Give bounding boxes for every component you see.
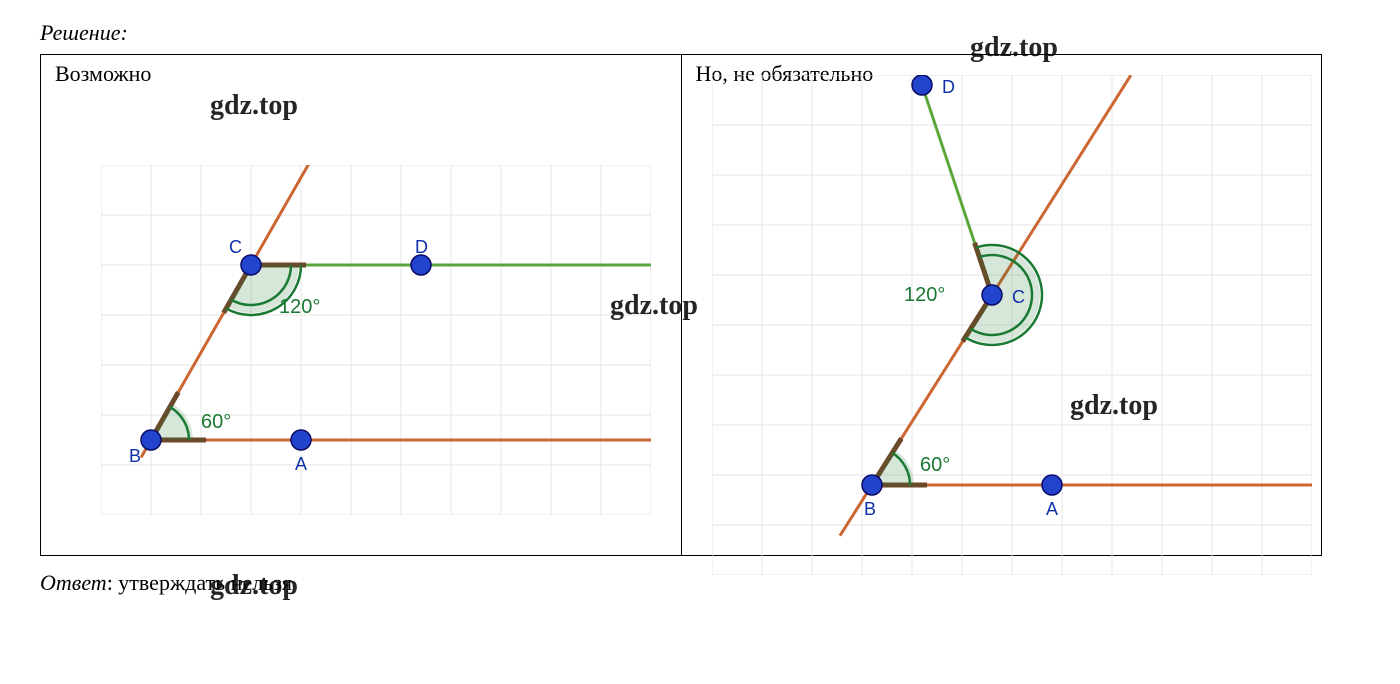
diagram-container: Возможно 60°120°BACD Но, не обязательно … [40,54,1322,556]
left-pane: Возможно 60° 120° B A C D [41,55,682,555]
page-wrapper: Решение: Возможно 60°120°BACD Но, не обя… [40,20,1360,596]
svg-text:B: B [864,499,876,519]
svg-text:A: A [295,454,307,474]
svg-text:C: C [1012,287,1025,307]
svg-text:120°: 120° [279,296,320,318]
svg-text:A: A [1046,499,1058,519]
svg-text:D: D [942,77,955,97]
svg-text:D: D [415,237,428,257]
svg-text:120°: 120° [904,284,945,306]
svg-text:B: B [129,446,141,466]
svg-text:60°: 60° [201,411,231,433]
answer-text: : утверждать нельзя [107,570,292,595]
svg-text:C: C [229,237,242,257]
left-heading: Возможно [55,61,151,87]
right-figure: 60° 120° B A C D [712,75,1312,580]
solution-label: Решение: [40,20,1360,46]
left-figure: 60° 120° B A C D [101,165,651,520]
answer-prefix: Ответ [40,570,107,595]
svg-text:60°: 60° [920,454,950,476]
right-pane: Но, не обязательно 60°120°BACD [682,55,1322,555]
